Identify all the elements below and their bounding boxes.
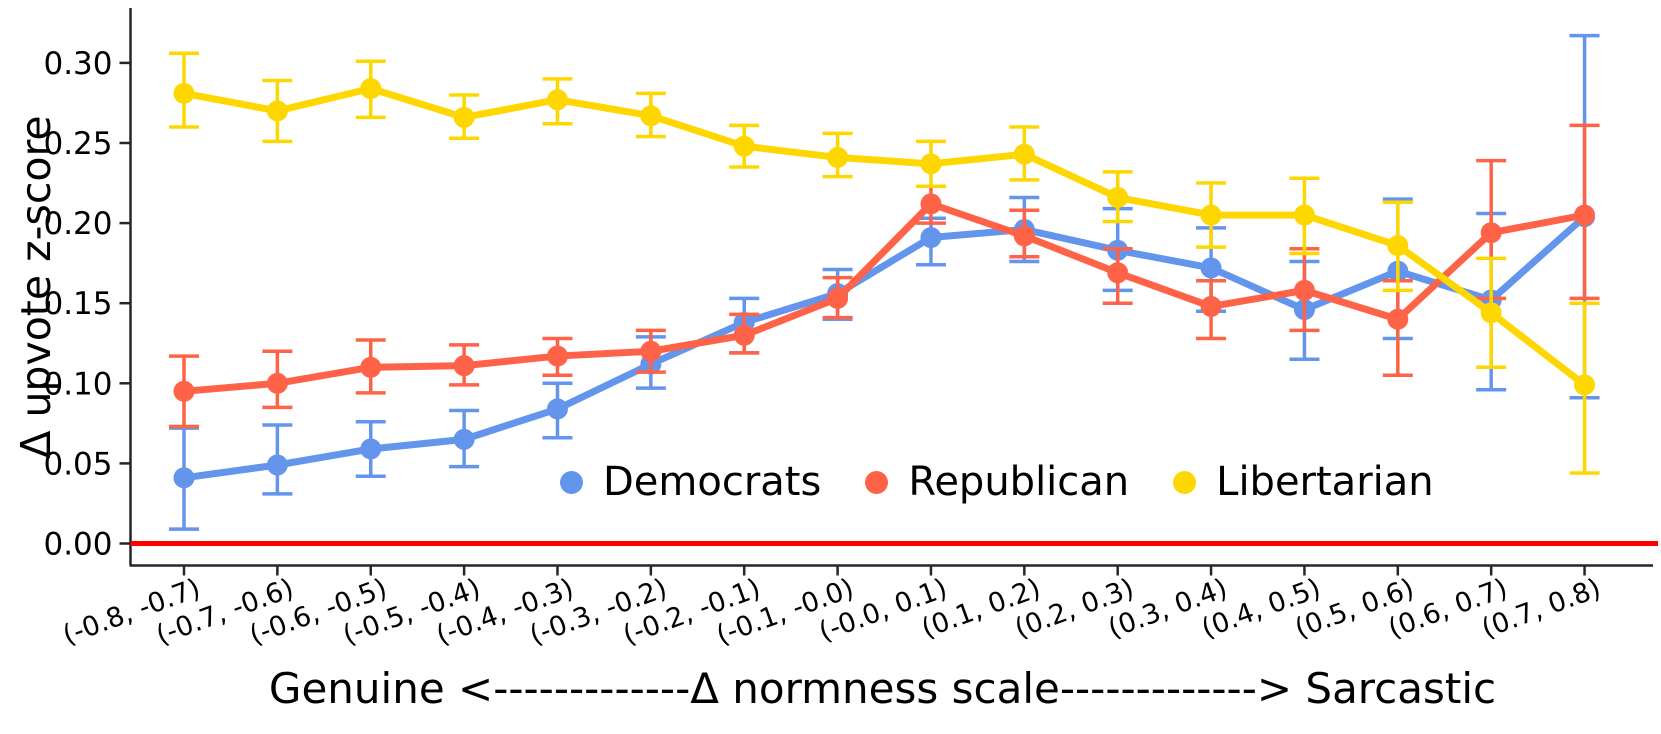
data-point-democrats [1200,257,1222,279]
legend-item-republican: Republican [865,459,1129,505]
data-point-libertarian [1480,302,1502,324]
y-tick-label: 0.15 [43,286,112,322]
data-point-republican [1200,295,1222,317]
data-point-republican [1574,204,1596,226]
data-point-republican [1293,279,1315,301]
data-point-republican [546,345,568,367]
y-axis-label: Δ upvote z-score [12,115,60,459]
legend-item-libertarian: Libertarian [1173,459,1434,505]
data-point-libertarian [1387,235,1409,257]
data-point-democrats [453,428,475,450]
y-tick-label: 0.10 [43,366,112,402]
data-point-libertarian [733,135,755,157]
series-line-libertarian [180,85,1589,389]
libertarian-dot-icon [1173,470,1197,494]
data-point-democrats [266,454,288,476]
data-point-republican [453,355,475,377]
data-point-republican [1013,225,1035,247]
data-point-democrats [920,227,942,249]
data-point-democrats [546,398,568,420]
data-point-republican [1480,222,1502,244]
series-line-democrats [180,213,1589,482]
republican-dot-icon [865,470,889,494]
y-tick-label: 0.00 [43,527,112,563]
data-point-republican [173,380,195,402]
x-axis-label: Genuine <-------------Δ normness scale--… [268,664,1497,713]
data-point-libertarian [640,105,662,127]
democrats-dot-icon [560,470,583,494]
legend-item-democrats: Democrats [560,459,821,505]
data-point-republican [266,372,288,394]
data-point-libertarian [1200,204,1222,226]
data-point-libertarian [173,82,195,104]
legend-label-democrats: Democrats [603,459,822,505]
data-point-libertarian [1107,186,1129,208]
data-point-republican [1387,308,1409,330]
data-point-democrats [173,467,195,489]
data-point-republican [1107,262,1129,284]
data-point-libertarian [827,146,849,168]
data-point-republican [827,287,849,309]
data-point-libertarian [266,100,288,122]
data-point-republican [360,356,382,378]
data-point-republican [640,340,662,362]
data-point-republican [920,193,942,215]
data-point-libertarian [1013,143,1035,165]
data-point-libertarian [546,89,568,111]
y-tick-label: 0.30 [43,46,112,82]
data-point-libertarian [1293,204,1315,226]
data-point-libertarian [920,153,942,175]
data-point-democrats [360,438,382,460]
series-line-republican [180,200,1589,395]
data-point-libertarian [360,78,382,100]
y-tick-label: 0.25 [43,126,112,162]
legend: Democrats Republican Libertarian [560,459,1434,505]
data-point-libertarian [453,106,475,128]
data-point-libertarian [1574,374,1596,396]
y-tick-label: 0.05 [43,446,112,482]
legend-label-libertarian: Libertarian [1216,459,1434,505]
data-point-republican [733,324,755,346]
y-tick-label: 0.20 [43,206,112,242]
legend-label-republican: Republican [908,459,1130,505]
